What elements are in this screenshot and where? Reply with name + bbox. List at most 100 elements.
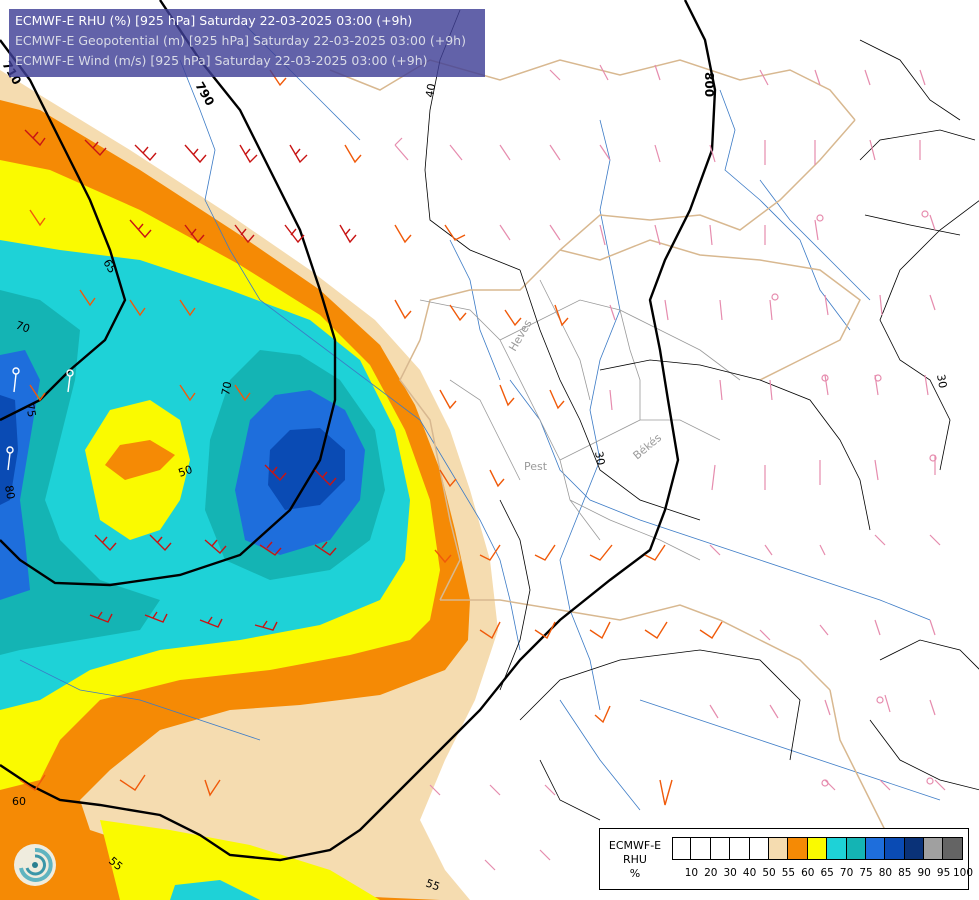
wind-barb (119, 774, 146, 791)
wind-barb (769, 704, 779, 719)
wind-barb (339, 224, 357, 244)
legend-tick: 100 (952, 867, 974, 879)
legend-tick: 65 (820, 867, 834, 879)
rivers (19, 19, 941, 811)
county-borders (419, 279, 741, 561)
wind-barb (204, 539, 227, 554)
title-wind: ECMWF-E Wind (m/s) [925 hPa] Saturday 22… (15, 53, 428, 68)
wind-barb (234, 224, 255, 244)
wind-barb (769, 299, 773, 321)
title-geopotential: ECMWF-E Geopotential (m) [925 hPa] Satur… (15, 33, 466, 48)
wind-barb (394, 224, 412, 244)
wind-barb (824, 779, 836, 791)
wind-barb (719, 299, 723, 321)
rhu-label: 80 (2, 484, 17, 500)
wind-barb (599, 64, 609, 81)
calm-marker (876, 696, 884, 704)
wind-barb (929, 214, 936, 231)
rhu-label: 75 (23, 402, 38, 418)
place-label-bekes: Békés (631, 431, 665, 462)
legend-swatch (768, 837, 789, 860)
wind-barb (184, 224, 205, 244)
wind-barb (129, 299, 146, 317)
wind-barb (759, 629, 771, 641)
wind-barb (824, 699, 831, 716)
wind-barb (874, 619, 881, 636)
wind-barb (864, 69, 871, 86)
wind-barb (489, 469, 505, 488)
calm-marker (929, 454, 937, 462)
wind-barb (149, 534, 172, 552)
wind-barb (84, 139, 107, 157)
legend-tick: 60 (801, 867, 815, 879)
legend-swatch (885, 837, 905, 860)
wind-barb (444, 224, 466, 241)
rhu-label: 30 (592, 450, 607, 466)
legend-tick: 90 (917, 867, 931, 879)
rhu-label: 70 (219, 380, 234, 396)
wind-barb (499, 224, 511, 241)
wind-barb (924, 374, 929, 396)
wind-barb (429, 784, 441, 796)
wind-barb (29, 384, 46, 402)
wind-barb (544, 784, 556, 796)
wind-barb (819, 544, 826, 556)
legend-tick: 80 (878, 867, 893, 879)
legend-swatch (943, 837, 963, 860)
legend-swatch (807, 837, 828, 860)
wind-barb (709, 144, 716, 163)
wind-barb (824, 294, 829, 316)
wind-barb (869, 139, 876, 161)
wind-barb (884, 694, 891, 713)
wind-barb (344, 144, 362, 164)
wind-barb (67, 375, 71, 393)
wind-barbs-dark (24, 129, 357, 631)
legend-swatch (846, 837, 866, 860)
legend-title: ECMWF-E RHU % (604, 839, 666, 881)
rhu-label: 40 (423, 82, 438, 98)
wind-barb (289, 144, 308, 164)
wind-barb (484, 859, 496, 871)
wind-barb (599, 224, 606, 246)
wind-barb (919, 69, 926, 86)
wind-barb (29, 209, 46, 227)
rhu-label: 50 (177, 463, 195, 480)
calm-marker (821, 374, 829, 382)
wind-barb (314, 469, 337, 487)
wind-barb (654, 144, 661, 163)
wind-barb (699, 621, 723, 639)
wind-barb (89, 611, 113, 623)
title-rhu: ECMWF-E RHU (%) [925 hPa] Saturday 22-03… (15, 13, 413, 28)
rhu-label: 70 (14, 319, 32, 336)
wind-barb (594, 705, 611, 724)
wind-barb (769, 379, 773, 401)
wind-barb (239, 144, 258, 164)
wind-barb (134, 144, 157, 162)
wind-barb (814, 69, 821, 86)
wind-barb (709, 704, 719, 719)
wind-barb (609, 389, 613, 411)
legend-swatch (730, 837, 750, 860)
wind-barb (489, 784, 501, 796)
legend-tick: 70 (839, 867, 854, 879)
calm-markers (771, 210, 937, 787)
legend-swatch (691, 837, 711, 860)
rhu-label: 55 (424, 877, 442, 894)
legend-tick: 85 (898, 867, 912, 879)
rhu-orange-core (105, 440, 175, 480)
legend-swatch (749, 837, 769, 860)
rhu-label: 60 (12, 795, 26, 808)
rhu-band-70b (170, 880, 260, 900)
calm-marker (816, 214, 824, 222)
rhu-band-75 (0, 290, 160, 655)
wind-barb (394, 137, 409, 161)
legend-tick: 75 (859, 867, 873, 879)
wind-barb (7, 452, 11, 471)
wind-barb (554, 304, 569, 327)
wind-barb (549, 69, 561, 81)
legend-tick: 55 (781, 867, 796, 879)
wind-barb (504, 309, 522, 327)
wind-barb (709, 224, 713, 246)
wind-barb (599, 144, 611, 161)
